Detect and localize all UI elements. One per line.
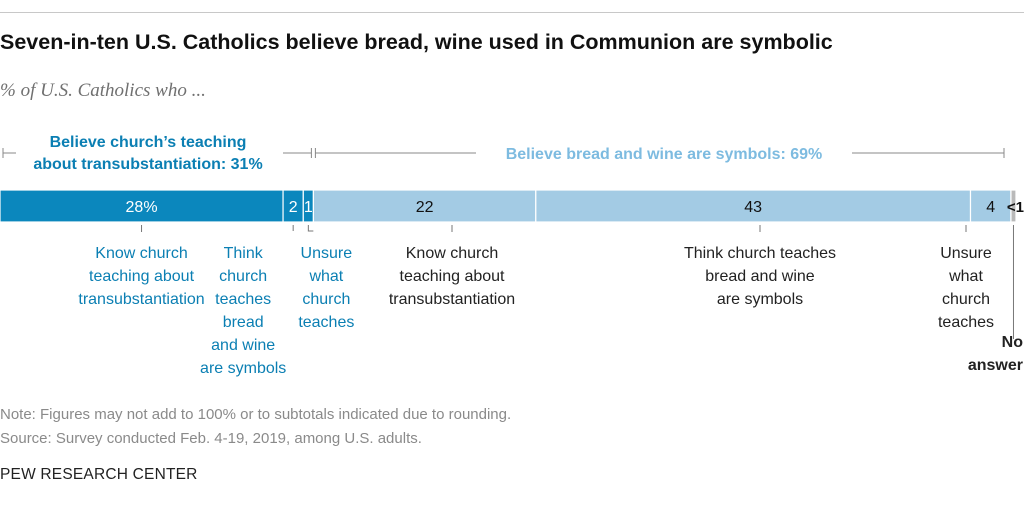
category-label-7: No answer [968,334,1023,374]
value-label-5: 43 [744,199,762,216]
category-label-3: Unsure what church teaches [298,245,354,331]
segment-labels: 28% Know church teaching about transubstant… [78,199,1024,377]
category-label-4: Know church teaching about transubstantiat… [389,245,515,308]
value-label-3: 1 [304,199,313,216]
group-brackets: Believe church’s teaching about transubst… [2,134,1005,173]
stacked-bar-chart: Believe church’s teaching about transubst… [0,134,1024,377]
bar-segments [0,189,1017,223]
value-label-6: 4 [986,199,995,216]
top-rule [0,12,1024,13]
leader-line-3 [307,225,314,232]
chart-title: Seven-in-ten U.S. Catholics believe brea… [0,30,833,54]
value-label-4: 22 [416,199,434,216]
group-label-believe-symbols: Believe bread and wine are symbols: 69% [506,146,823,163]
value-label-2: 2 [289,199,298,216]
bar-segment-7 [1010,189,1017,223]
category-label-5: Think church teaches bread and wine are sy… [684,245,836,308]
value-label-1: 28% [126,199,158,216]
chart-subtitle: % of U.S. Catholics who ... [0,80,206,101]
category-label-2: Think church teaches bread and wine are symbo… [200,245,286,377]
value-label-7: <1 [1007,199,1024,216]
category-label-6: Unsure what church teaches [938,245,994,331]
group-label-believe-teaching: Believe church’s teaching about transubst… [33,134,262,173]
chart-source: Source: Survey conducted Feb. 4-19, 2019… [0,430,422,447]
chart-credit: PEW RESEARCH CENTER [0,466,198,483]
chart-note: Note: Figures may not add to 100% or to … [0,406,512,423]
category-label-1: Know church teaching about transubstantiat… [78,245,204,308]
